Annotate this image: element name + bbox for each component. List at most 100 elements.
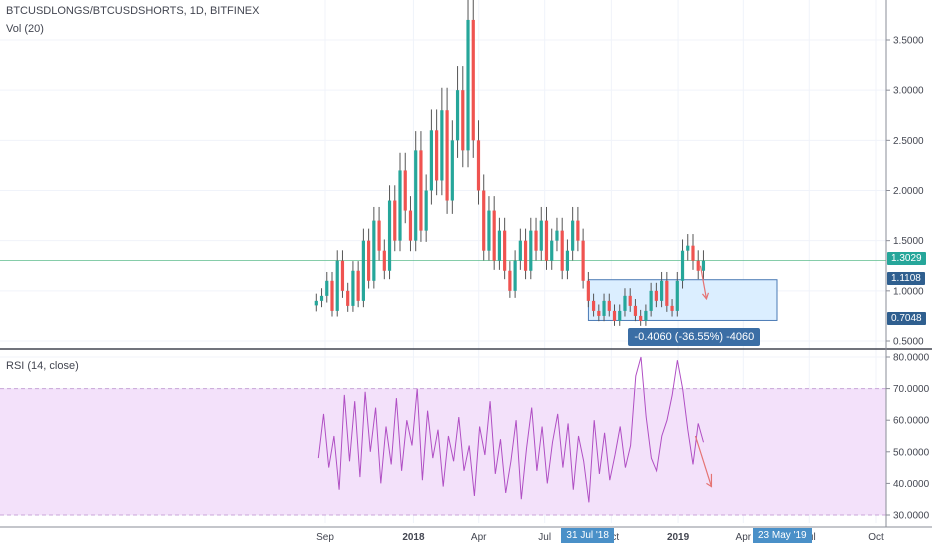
range-start-date-tag: 31 Jul '18 (561, 528, 614, 543)
candle (414, 131, 418, 252)
candle (346, 282, 350, 312)
candle (654, 282, 658, 308)
candle (387, 185, 392, 280)
candle (691, 234, 695, 270)
candle (639, 309, 643, 326)
candle (372, 206, 376, 289)
candle (503, 217, 507, 280)
price-projection-arrow (699, 265, 710, 301)
price-tick-label: 1.5000 (893, 236, 924, 247)
candle (565, 239, 570, 280)
price-tick-label: 0.5000 (893, 337, 924, 348)
candle (393, 185, 397, 252)
candle (571, 206, 575, 261)
measure-label: -0.4060 (-36.55%) -4060 (628, 328, 761, 347)
candle (408, 196, 413, 252)
candle (492, 196, 496, 270)
candle (623, 288, 627, 317)
candle (550, 228, 554, 270)
price-tick-label: 1.0000 (893, 286, 924, 297)
rsi-line (317, 356, 704, 503)
candle (597, 304, 601, 322)
time-tick-label: Jul (538, 532, 551, 543)
volume-legend[interactable]: Vol (20) (6, 23, 44, 35)
candle (560, 217, 564, 280)
candle (367, 228, 371, 289)
candle (361, 228, 365, 308)
candle (581, 228, 585, 289)
price-tick-label: 2.0000 (893, 186, 924, 197)
symbol-legend[interactable]: BTCUSDLONGS/BTCUSDSHORTS, 1D, BITFINEX (6, 5, 260, 17)
candlestick-series (314, 0, 706, 326)
candle (523, 228, 528, 280)
candle (529, 217, 533, 280)
candle (675, 271, 679, 317)
candle (476, 120, 481, 205)
candle (534, 217, 538, 261)
price-axis[interactable]: 3.5000 3.0000 2.5000 2.0000 1.5000 1.0000 0.50… (886, 36, 924, 348)
range-upper-tag: 1.1108 (887, 271, 925, 285)
range-lower-tag: 0.7048 (887, 312, 926, 326)
candle (435, 109, 439, 196)
candle (513, 250, 517, 298)
candle (356, 261, 360, 308)
rsi-tick-label: 30.0000 (893, 511, 930, 522)
candle (429, 109, 433, 205)
candle (319, 288, 324, 308)
rsi-projection-arrow (694, 435, 713, 488)
candle (680, 239, 685, 289)
candle (398, 152, 402, 252)
candle (325, 271, 329, 303)
candle (618, 304, 622, 326)
price-tick-label: 3.5000 (893, 36, 924, 47)
candle (649, 282, 653, 317)
rsi-legend[interactable]: RSI (14, close) (6, 360, 79, 372)
time-tick-label: 2019 (667, 532, 690, 543)
candle (518, 228, 522, 270)
candle (644, 304, 648, 326)
candle (612, 304, 617, 326)
price-tick-label: 3.0000 (893, 86, 924, 97)
candle (340, 250, 345, 298)
candle (659, 271, 664, 308)
candle (555, 217, 559, 252)
candle (497, 217, 502, 270)
candle (403, 152, 407, 224)
candle (591, 293, 596, 317)
candle (461, 66, 465, 168)
rsi-tick-label: 60.0000 (893, 416, 930, 427)
candle (633, 299, 638, 322)
candle (602, 293, 606, 322)
range-end-date-tag: 23 May '19 (753, 528, 812, 543)
time-tick-label: Oct (868, 532, 884, 543)
candle (351, 261, 355, 312)
candle (419, 131, 423, 242)
candle (665, 271, 669, 312)
candle (508, 261, 512, 298)
last-price-tag: 1.3029 (887, 252, 926, 266)
price-tick-label: 2.5000 (893, 136, 924, 147)
candle (466, 0, 470, 168)
candle (628, 288, 632, 312)
candle (670, 299, 674, 317)
rsi-axis[interactable]: 80.0000 70.0000 60.0000 50.0000 40.0000 30.00… (886, 353, 930, 522)
candle (471, 0, 475, 158)
candle (487, 196, 491, 261)
candle (696, 250, 700, 280)
candle (586, 271, 590, 308)
rsi-tick-label: 80.0000 (893, 353, 930, 364)
candle (445, 87, 449, 214)
rsi-tick-label: 40.0000 (893, 479, 930, 490)
candle (455, 66, 460, 158)
candle (440, 87, 444, 196)
candle (330, 271, 334, 317)
candle (686, 234, 690, 261)
time-tick-label: Sep (316, 532, 334, 543)
candle (382, 239, 386, 280)
candle (539, 206, 543, 261)
candle (482, 174, 486, 261)
time-tick-label: Apr (736, 532, 752, 543)
candle (576, 206, 580, 252)
candle (335, 250, 339, 317)
